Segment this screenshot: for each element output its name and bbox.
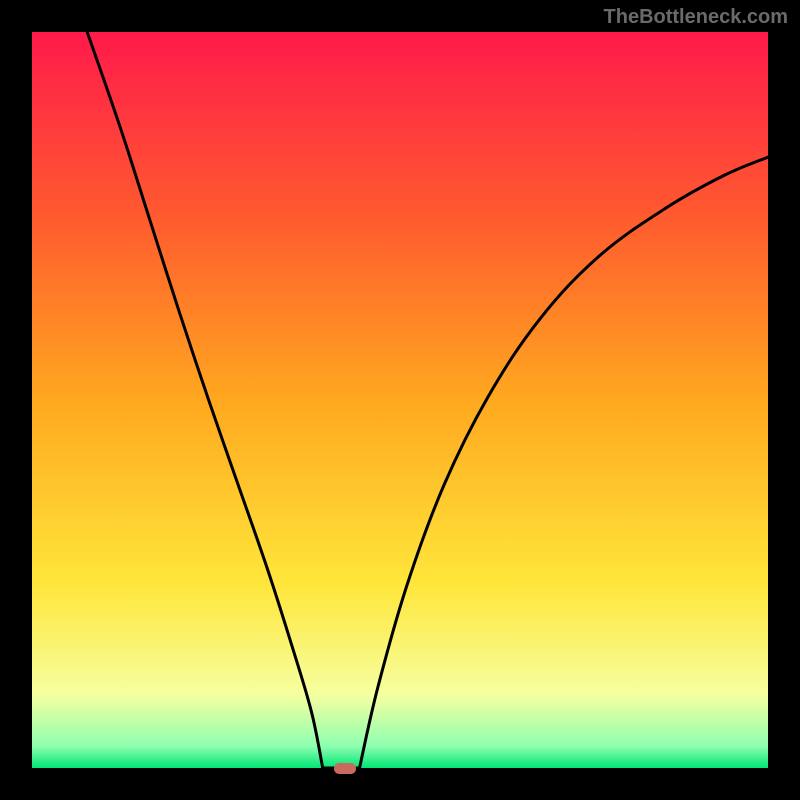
chart-container: TheBottleneck.com xyxy=(0,0,800,800)
bottleneck-curve xyxy=(32,32,768,768)
minimum-marker xyxy=(334,763,356,774)
curve-path xyxy=(87,32,768,768)
watermark-text: TheBottleneck.com xyxy=(604,6,788,29)
plot-area xyxy=(32,32,768,768)
